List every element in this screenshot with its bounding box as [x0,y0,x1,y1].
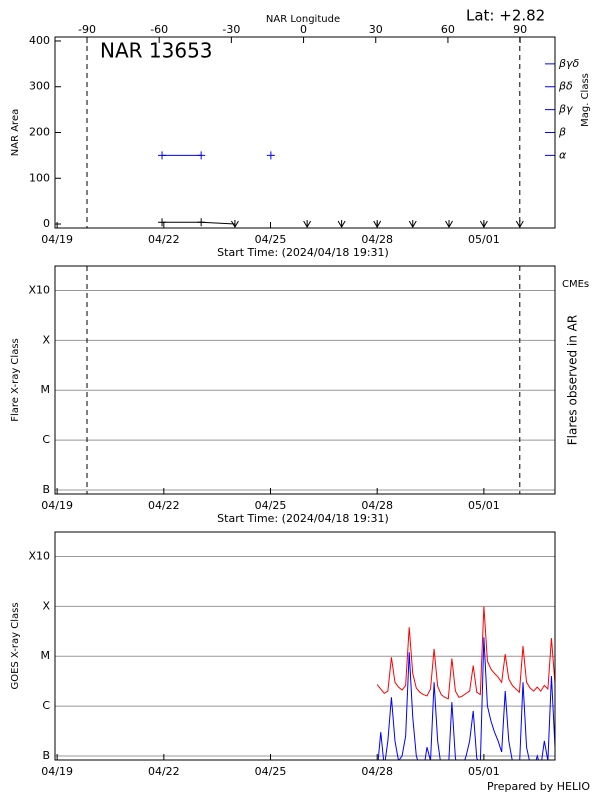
x-tick-label: 04/22 [148,765,180,778]
plot-frame [54,531,556,761]
x2-tick-label: -30 [222,23,240,36]
x2-tick-label: -90 [78,23,96,36]
x-tick-label: 05/01 [468,233,500,246]
x-tick-label: 04/25 [255,233,287,246]
plus-marker [158,218,167,227]
y-tick-label: X [42,333,50,346]
arrow-marker [231,220,239,228]
x-tick-label: 04/19 [41,233,73,246]
x-tick-label: 04/22 [148,499,180,512]
plot-area [158,151,524,228]
y-tick-label: X10 [28,550,50,563]
plot-frame [54,36,556,229]
y-axis-title: NAR Area [10,109,21,156]
y-tick-label: X [42,599,50,612]
plot-area [376,606,555,760]
series-line [377,637,555,760]
arrow-marker [479,220,488,228]
x2-axis-title: NAR Longitude [266,14,340,25]
y-tick-label: B [42,483,50,496]
y2-tick-label: βγ [558,103,573,116]
y-tick-label: 100 [29,171,50,184]
y-tick-label: C [42,433,50,446]
x-tick-label: 04/19 [41,765,73,778]
y2-tick-label: βδ [558,80,573,93]
y-tick-label: 200 [29,126,50,139]
y2-axis-title: Flares observed in AR [566,315,580,445]
y-tick-label: 400 [29,34,50,47]
x2-tick-label: 90 [513,23,527,36]
x-tick-label: 04/22 [148,233,180,246]
footer: Prepared by HELIO [487,780,590,793]
y2-axis-title: Mag. Class [580,73,591,127]
x-tick-label: 04/25 [255,499,287,512]
x-tick-label: 04/19 [41,499,73,512]
y2-tick-label: β [558,126,566,139]
x-tick-label: 04/28 [361,499,393,512]
plus-marker [158,151,167,160]
y-tick-label: M [41,383,51,396]
series-line [376,606,555,700]
plot-frame [54,265,556,495]
x-tick-label: 04/28 [361,233,393,246]
x-tick-label: 04/25 [255,765,287,778]
x2-tick-label: 30 [369,23,383,36]
y-axis-title: Flare X-ray Class [10,338,21,422]
x-tick-label: 04/28 [361,765,393,778]
y-tick-label: M [41,649,51,662]
x2-tick-label: 0 [300,23,307,36]
x-tick-label: 05/01 [468,499,500,512]
plus-marker [197,151,206,160]
subtitle: Lat: +2.82 [466,7,545,25]
y2-tick-label: βγδ [558,57,580,70]
arrow-marker [408,220,417,228]
x-tick-label: 05/01 [468,765,500,778]
arrow-marker [515,220,524,228]
plus-marker [266,151,275,160]
chart-title: NAR 13653 [100,39,213,63]
y-axis-title: GOES X-ray Class [10,602,21,689]
y-tick-label: C [42,699,50,712]
annotation: CMEs [562,279,589,290]
x-axis-title: Start Time: (2024/04/18 19:31) [217,512,389,525]
y-tick-label: 300 [29,80,50,93]
y-tick-label: 0 [43,217,50,230]
arrow-marker [373,220,382,228]
arrow-marker [445,220,453,228]
y-tick-label: B [42,749,50,762]
x2-tick-label: -60 [150,23,168,36]
x2-tick-label: 60 [441,23,455,36]
y2-tick-label: α [559,148,567,161]
y-tick-label: X10 [28,284,50,297]
arrow-marker [337,220,346,228]
x-axis-title: Start Time: (2024/04/18 19:31) [217,246,389,259]
plus-marker [197,218,206,227]
arrow-marker [303,220,312,228]
